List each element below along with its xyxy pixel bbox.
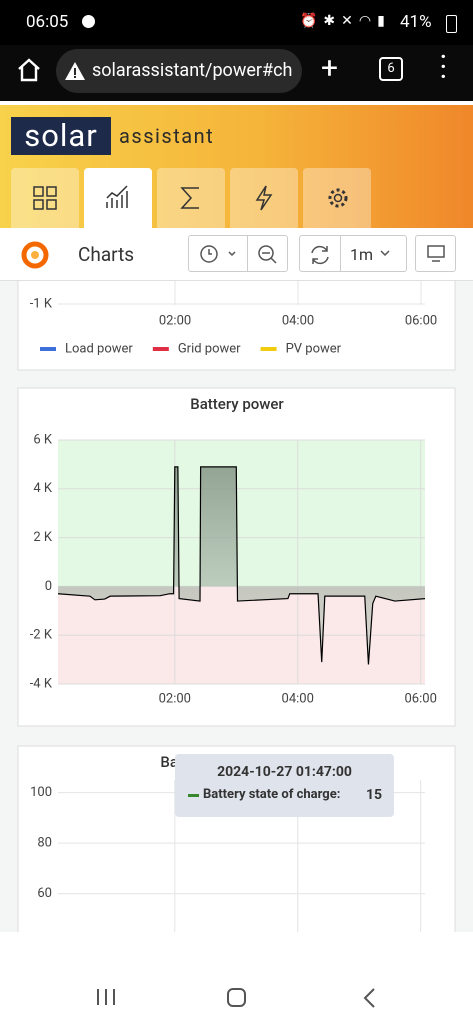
legend-label: PV power [286,341,342,356]
browser-bar: solarassistant/power#ch + 6 · · · [0,45,473,101]
tooltip-label: Battery state of charge: [203,787,341,802]
y-tick-label: -4 K [30,676,53,691]
chart-title: Battery power [190,395,284,413]
legend-label: Grid power [178,341,241,356]
legend-swatch [260,347,277,351]
y-tick-label: -2 K [30,628,53,643]
dnd-icon [82,15,95,28]
home-nav-button[interactable] [226,987,248,1009]
panel [17,281,456,371]
nav-bar [0,932,473,1024]
home-button[interactable] [16,57,42,83]
legend-label: Load power [65,341,133,356]
tab-dashboard[interactable] [11,168,79,228]
status-icons: ⏰✱✕◠▮ [300,13,391,29]
tooltip: 2024-10-27 01:47:00 Battery state of cha… [175,754,394,817]
y-tick-label: 100 [30,785,52,800]
back-button[interactable] [362,987,378,1009]
url-text: solarassistant/power#ch [92,60,293,81]
y-tick-label: 80 [37,836,52,851]
toolbar: Charts 1m [0,228,473,281]
app-header: solar assistant [0,105,473,228]
x-tick-label: 04:00 [282,313,314,328]
recents-button[interactable] [95,987,117,1007]
tooltip-swatch [188,794,199,797]
divider [0,101,473,105]
y-tick-label: 6 K [33,432,53,447]
url-field[interactable]: solarassistant/power#ch [56,49,302,93]
time-picker[interactable] [188,235,288,272]
tab-power[interactable] [230,168,298,228]
y-tick-label: -1 K [30,296,53,311]
x-tick-label: 02:00 [159,313,191,328]
tv-mode-button[interactable] [415,235,456,272]
logo-box: solar [11,117,111,155]
threshold-band [58,440,425,587]
charts: -1 K 02:00 04:00 06:00 Load power Grid power P… [17,281,456,932]
tooltip-value: 15 [366,787,383,803]
logo-suffix: assistant [119,124,215,148]
x-tick-label: 04:00 [282,691,314,706]
status-bar: 06:05 ⏰✱✕◠▮ 41% [0,0,473,45]
battery-icon [446,15,457,33]
tab-totals[interactable] [157,168,225,228]
menu-button[interactable]: · · · [440,45,447,90]
refresh-interval: 1m [350,245,374,264]
warning-icon [65,62,85,80]
legend-swatch [40,347,56,351]
page-title: Charts [78,243,135,266]
toolbar-border [0,280,473,281]
x-tick-label: 06:00 [405,691,437,706]
tooltip-time: 2024-10-27 01:47:00 [217,764,352,780]
tab-charts[interactable] [84,168,152,228]
y-tick-label: 4 K [33,481,53,496]
x-tick-label: 02:00 [159,691,191,706]
tab-settings[interactable] [303,168,371,228]
y-tick-label: 60 [37,886,52,901]
clock: 06:05 [26,12,69,32]
new-tab-button[interactable]: + [321,51,339,86]
refresh-picker[interactable]: 1m [299,235,407,272]
line [57,466,426,665]
y-tick-label: 2 K [33,530,53,545]
legend-swatch [152,347,169,351]
x-tick-label: 06:00 [405,313,437,328]
tab-count[interactable]: 6 [379,57,403,81]
grafana-logo [21,241,49,269]
y-tick-label: 0 [45,579,52,594]
battery-level: 41% [400,12,432,32]
